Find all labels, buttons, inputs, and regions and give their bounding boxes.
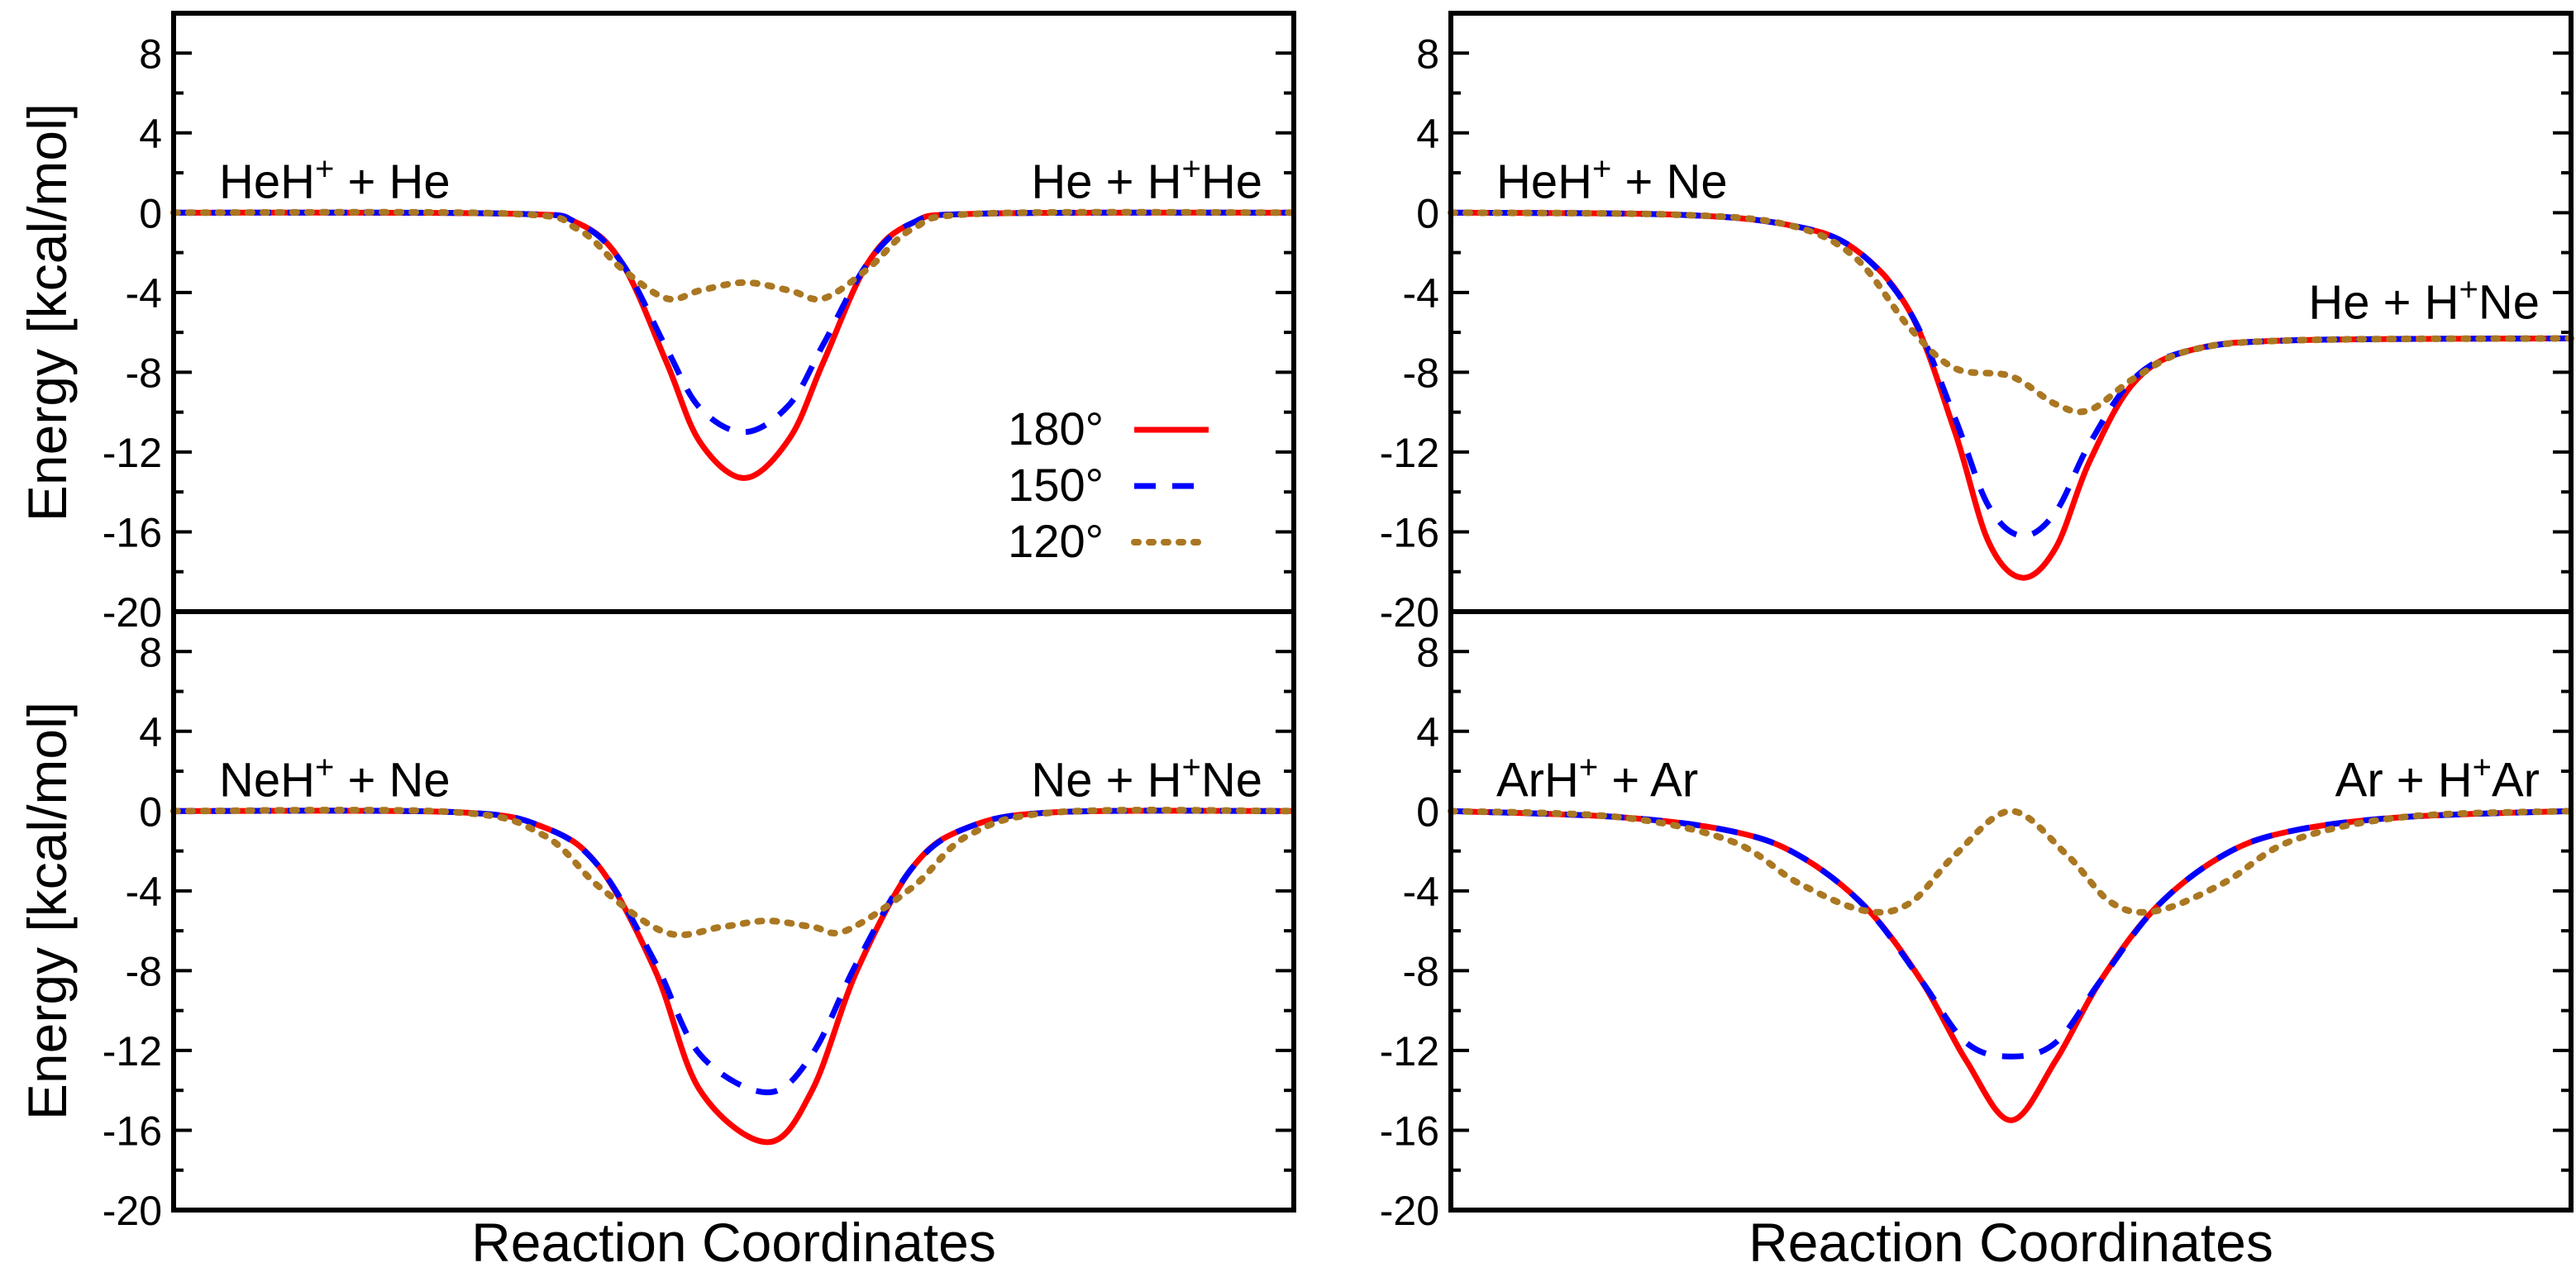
y-tick-label: 0 xyxy=(139,190,162,236)
legend-label: 120° xyxy=(1008,515,1104,567)
x-axis-title: Reaction Coordinates xyxy=(1748,1212,2273,1273)
y-tick-label: 4 xyxy=(139,709,162,755)
y-tick-label: -4 xyxy=(126,869,162,915)
series-line-180deg xyxy=(1450,209,2572,581)
y-tick-label: -12 xyxy=(103,1028,162,1074)
y-tick-label: -20 xyxy=(1380,589,1439,636)
plot-frame xyxy=(171,11,1296,614)
series-line-180deg xyxy=(173,808,1295,1146)
y-axis-title: Energy [kcal/mol] xyxy=(17,702,78,1120)
y-tick-label: 0 xyxy=(139,789,162,835)
legend-label: 150° xyxy=(1008,459,1104,511)
reactants-label: NeH+ + Ne xyxy=(219,749,451,807)
reactants-label: HeH+ + He xyxy=(219,150,451,208)
plot-frame xyxy=(1448,609,2574,1213)
products-label: He + H+Ne xyxy=(2308,271,2540,329)
y-tick-label: 8 xyxy=(139,629,162,675)
y-tick-label: 8 xyxy=(1416,629,1439,675)
series-line-120deg xyxy=(1448,808,2574,916)
y-tick-label: -4 xyxy=(1403,869,1439,915)
legend-label: 180° xyxy=(1008,403,1104,455)
y-tick-label: -4 xyxy=(1403,270,1439,317)
y-tick-label: 0 xyxy=(1416,789,1439,835)
y-tick-label: -16 xyxy=(1380,509,1439,555)
y-tick-label: -16 xyxy=(103,509,162,555)
series-line-120deg xyxy=(1448,209,2574,416)
y-tick-label: 4 xyxy=(139,111,162,157)
legend: 180°150°120° xyxy=(1008,403,1212,567)
series-line-120deg xyxy=(170,208,1297,303)
panel-top-right: 8 4 0 -4 -8 -12 -16 -20 HeH+ + Ne He + H+Ne xyxy=(1380,11,2574,636)
series-line-150deg xyxy=(1450,808,2572,1060)
y-tick-label: -16 xyxy=(103,1108,162,1154)
products-label: Ne + H+Ne xyxy=(1031,749,1262,807)
panel-bottom-left: 8 4 0 -4 -8 -12 -16 -20 NeH+ + Ne Ne + H+Ne Energy… xyxy=(17,609,1297,1273)
series-line-180deg xyxy=(173,209,1295,481)
y-tick-label: 8 xyxy=(1416,31,1439,77)
y-tick-label: 8 xyxy=(139,31,162,77)
y-tick-label: -8 xyxy=(1403,948,1439,994)
plot-frame xyxy=(171,609,1296,1213)
products-label: He + H+He xyxy=(1031,150,1262,208)
y-tick-label: -8 xyxy=(1403,350,1439,396)
y-tick-label: -16 xyxy=(1380,1108,1439,1154)
panel-bottom-right: 8 4 0 -4 -8 -12 -16 -20 ArH+ + Ar Ar + H+Ar Reacti… xyxy=(1380,609,2574,1273)
y-tick-label: -12 xyxy=(103,430,162,476)
series-line-120deg xyxy=(170,807,1297,939)
series-line-150deg xyxy=(1450,209,2572,539)
y-tick-label: -20 xyxy=(1380,1188,1439,1234)
reactants-label: HeH+ + Ne xyxy=(1496,150,1728,208)
series-line-150deg xyxy=(173,808,1295,1096)
y-tick-label: -20 xyxy=(103,589,162,636)
reactants-label: ArH+ + Ar xyxy=(1496,749,1698,807)
y-tick-label: -12 xyxy=(1380,1028,1439,1074)
y-tick-label: 0 xyxy=(1416,190,1439,236)
y-tick-label: -4 xyxy=(126,270,162,317)
series-line-180deg xyxy=(1450,808,2572,1123)
y-tick-label: -8 xyxy=(126,350,162,396)
x-axis-title: Reaction Coordinates xyxy=(471,1212,996,1273)
y-tick-label: 4 xyxy=(1416,111,1439,157)
series-line-150deg xyxy=(173,209,1295,436)
panel-top-left: 8 4 0 -4 -8 -12 -16 -20 HeH+ + He He + H+He Energy… xyxy=(17,11,1297,636)
products-label: Ar + H+Ar xyxy=(2335,749,2540,807)
y-axis-title: Energy [kcal/mol] xyxy=(17,103,78,522)
y-tick-label: -8 xyxy=(126,948,162,994)
y-tick-label: -20 xyxy=(103,1188,162,1234)
y-tick-label: -12 xyxy=(1380,430,1439,476)
y-tick-label: 4 xyxy=(1416,709,1439,755)
